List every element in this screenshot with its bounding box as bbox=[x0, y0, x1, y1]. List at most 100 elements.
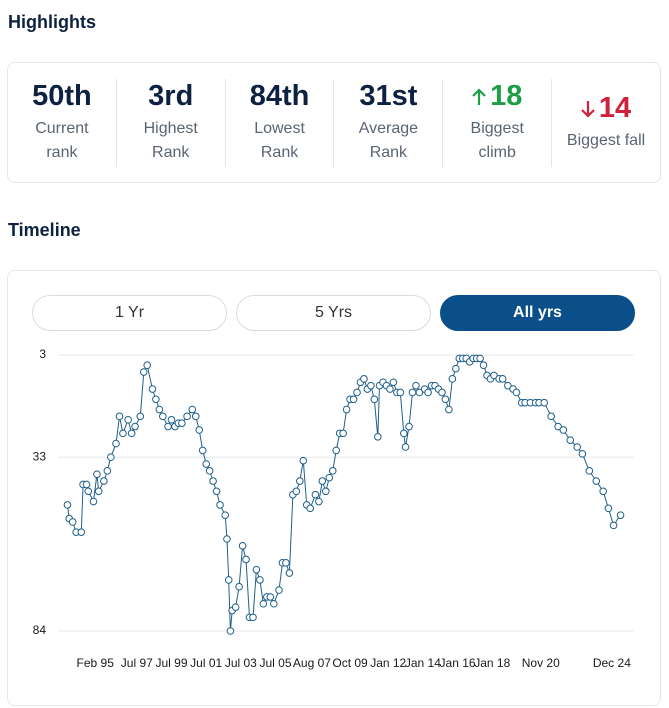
rank-point bbox=[559, 426, 568, 434]
highlights-card: 50th Current rank 3rd Highest Rank 84th Low… bbox=[7, 62, 661, 183]
rank-point bbox=[188, 405, 197, 414]
rank-point bbox=[178, 419, 186, 427]
rank-point bbox=[370, 395, 379, 404]
rank-point bbox=[195, 426, 204, 434]
section-title: Highlights bbox=[8, 12, 96, 32]
arrow-up-icon bbox=[472, 87, 486, 105]
rank-point bbox=[143, 361, 152, 370]
rank-point bbox=[148, 385, 157, 393]
x-tick-label: Jul 03 bbox=[225, 656, 257, 670]
rank-point bbox=[408, 388, 417, 397]
rank-point bbox=[269, 599, 278, 608]
rank-point bbox=[578, 450, 587, 458]
rank-point bbox=[445, 405, 453, 414]
rank-point bbox=[386, 385, 394, 393]
stat: 50th Current rank bbox=[8, 79, 116, 167]
y-tick-label: 33 bbox=[33, 449, 47, 463]
x-tick-label: Aug 07 bbox=[293, 656, 331, 670]
rank-point bbox=[259, 599, 268, 608]
rank-point bbox=[139, 368, 148, 376]
stat-label: Average Rank bbox=[358, 120, 419, 161]
rank-point bbox=[512, 388, 521, 397]
stat-value: 14 bbox=[598, 92, 632, 124]
stat: 84th Lowest Rank bbox=[224, 78, 334, 167]
stat-value: 3rd bbox=[148, 80, 194, 112]
rank-point bbox=[124, 415, 132, 424]
rank-point bbox=[540, 398, 549, 407]
range-button[interactable]: 5 Yrs bbox=[236, 295, 431, 331]
range-button[interactable]: All yrs bbox=[440, 295, 635, 331]
stat-label: Current rank bbox=[35, 120, 89, 161]
rank-point bbox=[164, 422, 172, 431]
rank-point bbox=[448, 375, 457, 383]
rank-point bbox=[295, 477, 304, 485]
stat-label: Biggest climb bbox=[470, 120, 524, 161]
rank-point bbox=[547, 412, 555, 421]
rank-point bbox=[223, 535, 231, 543]
rank-point bbox=[476, 354, 484, 363]
rank-point bbox=[226, 627, 235, 635]
rank-point bbox=[438, 388, 446, 397]
stat-value: 50th bbox=[32, 80, 92, 112]
rank-point bbox=[183, 412, 191, 421]
rank-point bbox=[152, 395, 160, 404]
rank-point bbox=[306, 504, 314, 513]
rank-point bbox=[221, 511, 230, 519]
x-tick-label: Jan 18 bbox=[474, 656, 510, 670]
rank-point bbox=[107, 453, 115, 462]
rank-point bbox=[315, 497, 323, 506]
rank-point bbox=[198, 446, 207, 455]
rank-point bbox=[112, 439, 120, 448]
rank-point bbox=[374, 432, 382, 441]
rank-point bbox=[604, 504, 613, 513]
rank-point bbox=[412, 381, 420, 390]
x-tick-label: Feb 95 bbox=[77, 656, 115, 670]
rank-point bbox=[367, 381, 375, 390]
rank-point bbox=[349, 395, 358, 404]
rank-point bbox=[89, 497, 98, 506]
x-tick-label: Jan 16 bbox=[440, 656, 476, 670]
rank-point bbox=[299, 456, 308, 465]
rank-point bbox=[325, 473, 334, 482]
rank-point bbox=[77, 528, 86, 536]
stat: 31st Average Rank bbox=[333, 78, 442, 167]
rank-point bbox=[573, 443, 581, 451]
rank-point bbox=[205, 467, 214, 475]
stat-value: 18 bbox=[490, 80, 523, 112]
stat: 18 Biggest climb bbox=[442, 78, 551, 167]
rank-point bbox=[566, 436, 575, 444]
rank-point bbox=[275, 586, 283, 594]
stat-label: Biggest fall bbox=[566, 132, 646, 149]
stat-value: 31st bbox=[359, 80, 418, 112]
rank-point bbox=[585, 467, 594, 475]
rank-point bbox=[479, 361, 488, 370]
rank-point bbox=[249, 613, 257, 622]
rank-point bbox=[235, 582, 243, 591]
rank-point bbox=[94, 487, 103, 496]
rank-point bbox=[131, 422, 139, 431]
rank-point bbox=[339, 429, 347, 438]
rank-point bbox=[103, 467, 112, 475]
rank-point bbox=[231, 603, 240, 611]
rank-point bbox=[401, 443, 410, 451]
rank-point bbox=[342, 405, 351, 414]
rank-point bbox=[405, 422, 413, 431]
range-button[interactable]: 1 Yr bbox=[32, 295, 227, 331]
rank-point bbox=[256, 576, 264, 584]
rank-point bbox=[504, 381, 512, 390]
rank-point bbox=[159, 412, 167, 421]
rank-point bbox=[167, 415, 176, 424]
stat-label: Highest Rank bbox=[143, 120, 198, 161]
rank-point bbox=[441, 395, 450, 404]
x-tick-label: Jul 99 bbox=[155, 656, 187, 670]
rank-point bbox=[266, 593, 275, 601]
rank-point bbox=[415, 388, 424, 397]
rank-point bbox=[155, 405, 164, 414]
rank-point bbox=[115, 412, 124, 421]
rank-point bbox=[100, 477, 108, 485]
stat-value: 84th bbox=[249, 80, 310, 112]
rank-point bbox=[353, 388, 361, 397]
rank-point bbox=[285, 569, 294, 577]
